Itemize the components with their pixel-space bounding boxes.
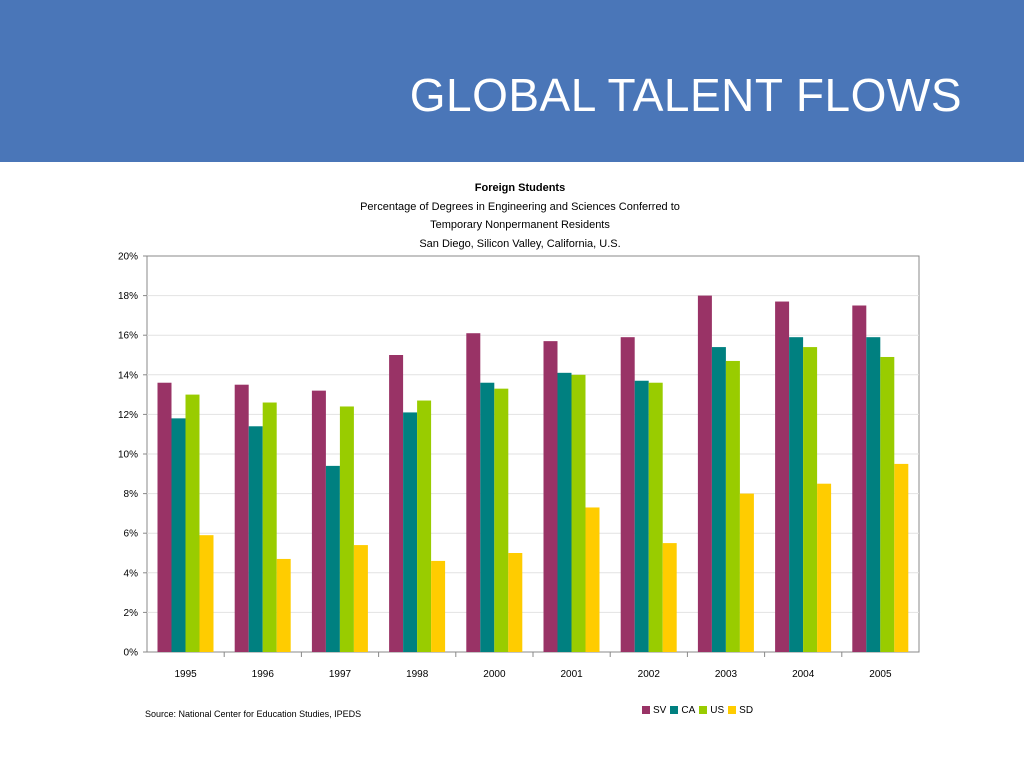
bar-sd-2005 [894,463,909,652]
bar-sv-2001 [543,341,558,652]
bar-sv-2003 [697,295,712,652]
x-tick-label: 1995 [174,669,197,680]
bar-ca-1996 [248,426,263,652]
bar-us-2002 [648,382,663,652]
y-tick-label: 2% [124,608,139,619]
chart-legend: SV CA US SD [642,703,757,717]
bar-sv-1997 [311,390,326,652]
x-tick-label: 2000 [483,669,506,680]
y-tick-label: 0% [124,648,139,659]
bar-us-1995 [185,394,200,652]
bar-sd-1996 [276,558,291,652]
chart-title: Foreign Students [474,182,566,194]
bar-us-2001 [571,374,586,652]
bar-ca-2004 [789,337,804,652]
bar-sv-2004 [775,301,790,652]
bar-us-1998 [417,400,432,652]
x-tick-label: 1996 [252,669,275,680]
slide-title: GLOBAL TALENT FLOWS [409,69,962,121]
y-tick-label: 14% [118,370,138,381]
bar-sv-1998 [389,355,404,652]
bar-ca-2001 [557,372,572,652]
y-tick-label: 12% [118,410,138,421]
chart-subtitle-line-2: Temporary Nonpermanent Residents [430,219,610,231]
bar-sv-2005 [852,305,867,652]
legend-item-sd: SD [728,705,753,716]
bar-ca-1998 [403,412,418,652]
y-tick-label: 8% [124,489,139,500]
legend-swatch [670,706,679,714]
source-note: Source: National Center for Education St… [145,709,362,719]
bar-sv-1995 [157,382,172,652]
bar-us-2005 [880,356,895,652]
chart-heading: Foreign Students Percentage of Degrees i… [300,179,740,253]
chart-subtitle-line-3: San Diego, Silicon Valley, California, U… [419,237,621,250]
bar-sv-2000 [466,333,481,652]
bar-sv-1996 [234,384,249,652]
bar-sd-2003 [739,493,754,652]
bar-us-1997 [339,406,354,652]
legend-swatch [728,706,737,714]
slide-header: GLOBAL TALENT FLOWS [0,0,1024,162]
y-tick-label: 4% [124,568,139,579]
bar-sd-2004 [817,483,832,652]
legend-label: US [710,704,725,716]
bar-sd-1998 [431,560,446,652]
legend-label: SV [653,704,667,716]
legend-item-sv: SV [642,705,666,716]
x-tick-label: 1997 [329,669,352,680]
bar-ca-1995 [171,418,186,652]
x-tick-label: 2001 [560,669,583,680]
y-tick-label: 10% [118,450,138,461]
bar-sd-2000 [508,553,523,652]
bar-ca-2003 [711,347,726,652]
bar-ca-2002 [634,380,649,652]
x-tick-label: 2003 [715,669,738,680]
bar-sd-2001 [585,507,600,652]
bar-us-1996 [262,402,277,652]
bar-us-2004 [803,347,818,652]
legend-label: CA [681,704,696,716]
x-tick-label: 2004 [792,669,815,680]
bar-sd-1995 [199,535,214,652]
x-tick-label: 1998 [406,669,429,680]
bar-ca-2000 [480,382,495,652]
y-tick-label: 20% [118,252,138,263]
bar-us-2003 [725,360,740,652]
x-tick-label: 2005 [869,669,892,680]
legend-item-us: US [699,705,724,716]
bar-ca-1997 [325,465,340,652]
legend-label: SD [739,704,754,716]
y-tick-label: 18% [118,291,138,302]
x-tick-label: 2002 [638,669,661,680]
chart-subtitle-line-1: Percentage of Degrees in Engineering and… [360,200,680,213]
y-tick-label: 16% [118,331,138,342]
bar-sd-1997 [353,545,368,652]
bar-sd-2002 [662,543,677,652]
legend-swatch [699,706,708,714]
bar-sv-2002 [620,337,635,652]
bar-ca-2005 [866,337,881,652]
bar-us-2000 [494,388,509,652]
legend-swatch [642,706,650,714]
legend-item-ca: CA [670,705,695,716]
y-tick-label: 6% [124,529,139,540]
